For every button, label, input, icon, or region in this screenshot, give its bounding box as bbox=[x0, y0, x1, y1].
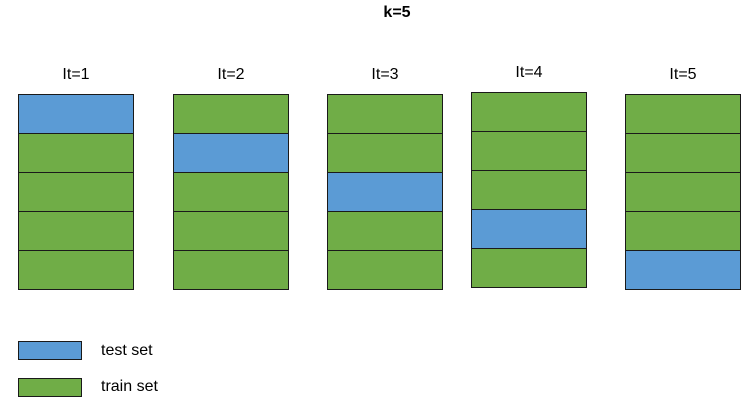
fold-4-block-2 bbox=[472, 131, 586, 170]
fold-5-block-1 bbox=[626, 94, 740, 133]
fold-column-4 bbox=[471, 92, 587, 288]
fold-1-block-4 bbox=[19, 211, 133, 250]
fold-2-block-2 bbox=[174, 133, 288, 172]
fold-label-5: It=5 bbox=[625, 66, 741, 84]
fold-2-block-4 bbox=[174, 211, 288, 250]
fold-3-block-4 bbox=[328, 211, 442, 250]
fold-4-block-3 bbox=[472, 170, 586, 209]
fold-label-3: It=3 bbox=[327, 66, 443, 84]
fold-label-2: It=2 bbox=[173, 66, 289, 84]
legend-swatch-train bbox=[18, 378, 82, 397]
fold-4-block-5 bbox=[472, 248, 586, 287]
legend-label-test: test set bbox=[101, 342, 153, 360]
fold-3-block-5 bbox=[328, 250, 442, 289]
fold-column-2 bbox=[173, 94, 289, 290]
fold-column-3 bbox=[327, 94, 443, 290]
fold-4-block-4 bbox=[472, 209, 586, 248]
legend-label-train: train set bbox=[101, 378, 158, 396]
fold-label-4: It=4 bbox=[471, 64, 587, 82]
fold-1-block-1 bbox=[19, 94, 133, 133]
fold-5-block-5 bbox=[626, 250, 740, 289]
fold-label-1: It=1 bbox=[18, 66, 134, 84]
legend-swatch-test bbox=[18, 341, 82, 360]
fold-column-5 bbox=[625, 94, 741, 290]
fold-5-block-4 bbox=[626, 211, 740, 250]
fold-2-block-5 bbox=[174, 250, 288, 289]
fold-5-block-3 bbox=[626, 172, 740, 211]
fold-1-block-2 bbox=[19, 133, 133, 172]
fold-1-block-3 bbox=[19, 172, 133, 211]
fold-3-block-3 bbox=[328, 172, 442, 211]
fold-column-1 bbox=[18, 94, 134, 290]
fold-5-block-2 bbox=[626, 133, 740, 172]
fold-1-block-5 bbox=[19, 250, 133, 289]
fold-2-block-1 bbox=[174, 94, 288, 133]
fold-3-block-2 bbox=[328, 133, 442, 172]
fold-4-block-1 bbox=[472, 92, 586, 131]
fold-3-block-1 bbox=[328, 94, 442, 133]
fold-2-block-3 bbox=[174, 172, 288, 211]
diagram-title: k=5 bbox=[0, 4, 749, 22]
